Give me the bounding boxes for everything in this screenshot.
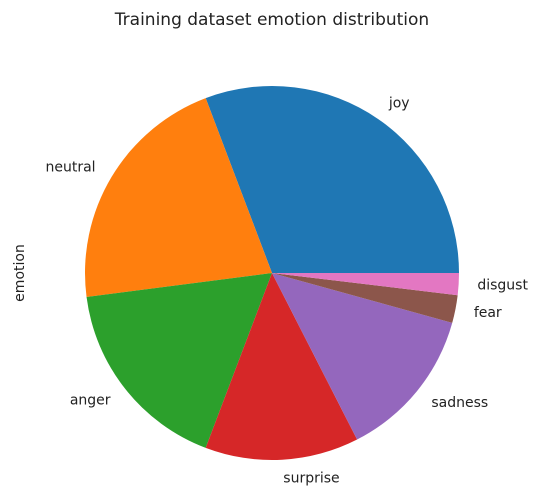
slice-label: neutral	[45, 159, 95, 175]
pie-slice	[205, 86, 459, 273]
slice-label: sadness	[431, 395, 488, 411]
slice-label: disgust	[477, 277, 528, 293]
pie-slice	[272, 273, 458, 323]
pie-slice	[272, 273, 453, 440]
pie-slice	[205, 273, 358, 460]
slice-label: fear	[474, 305, 502, 321]
pie-slice	[85, 98, 272, 297]
pie-slice	[272, 273, 459, 296]
slice-label: joy	[388, 96, 410, 112]
chart-title: Training dataset emotion distribution	[114, 10, 429, 30]
slice-label: surprise	[283, 470, 339, 486]
slice-label: anger	[70, 392, 111, 408]
pie-slice	[86, 273, 272, 448]
y-axis-label: emotion	[12, 244, 28, 302]
